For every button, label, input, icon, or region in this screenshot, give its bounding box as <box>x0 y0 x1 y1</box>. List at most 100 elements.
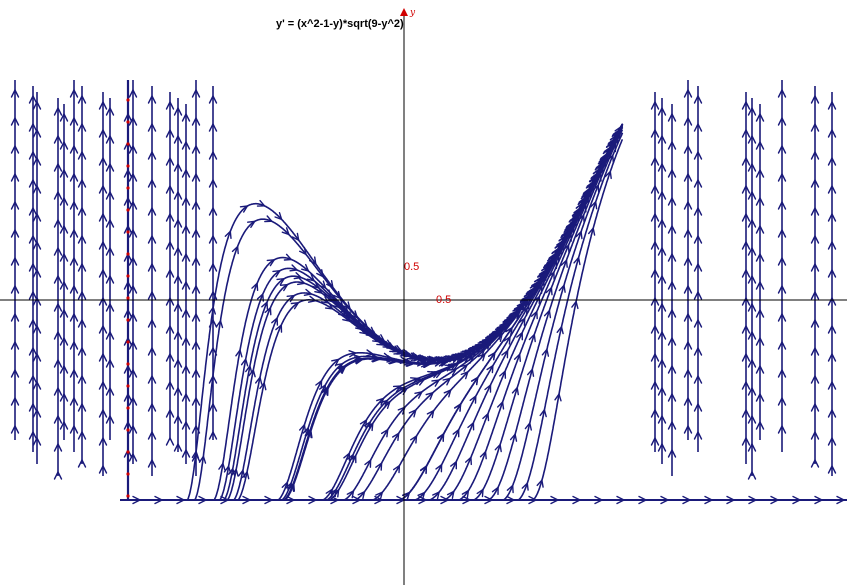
flow-arrowhead <box>191 200 201 210</box>
flow-arrowhead <box>543 309 552 319</box>
flow-arrowhead <box>465 455 472 466</box>
flow-arrowhead <box>191 88 201 98</box>
flow-arrowhead <box>503 335 511 345</box>
initial-value-point <box>126 450 130 454</box>
flow-arrowhead <box>289 264 299 272</box>
y-axis-arrow-icon <box>400 8 408 16</box>
flow-arrowhead <box>173 246 183 256</box>
flow-arrowhead <box>810 402 820 412</box>
flow-arrowhead <box>77 206 87 216</box>
flow-arrowhead <box>667 252 677 262</box>
flow-arrowhead <box>461 489 470 499</box>
flow-arrowhead <box>454 402 462 412</box>
flow-arrowhead <box>462 495 472 505</box>
flow-arrowhead <box>181 140 191 150</box>
flow-arrowhead <box>667 392 677 402</box>
flow-arrowhead <box>381 428 389 438</box>
flow-arrowhead <box>650 296 660 306</box>
flow-arrowhead <box>410 377 420 385</box>
flow-arrowhead <box>683 424 693 434</box>
flow-arrowhead <box>256 199 266 207</box>
flow-arrowhead <box>562 243 570 253</box>
flow-arrowhead <box>810 290 820 300</box>
flow-arrowhead <box>10 396 20 406</box>
flow-arrowhead <box>59 420 69 430</box>
flow-arrowhead <box>69 256 79 266</box>
flow-arrowhead <box>575 230 583 240</box>
flow-arrowhead <box>427 370 437 378</box>
flow-arrowhead <box>181 224 191 234</box>
flow-arrowhead <box>683 172 693 182</box>
flow-arrowhead <box>245 364 253 374</box>
solution-curves <box>186 123 624 501</box>
flow-arrowhead <box>810 458 820 468</box>
flow-arrowhead <box>425 391 435 400</box>
flow-arrowhead <box>650 380 660 390</box>
flow-arrowhead <box>650 128 660 138</box>
flow-arrowhead <box>482 341 492 350</box>
flow-arrowhead <box>657 386 667 396</box>
flow-arrowhead <box>755 196 765 206</box>
flow-arrowhead <box>10 116 20 126</box>
flow-arrowhead <box>704 495 714 505</box>
flow-arrowhead <box>747 106 757 116</box>
flow-arrowhead <box>741 436 751 446</box>
axes <box>0 8 847 585</box>
flow-arrowhead <box>303 288 313 296</box>
flow-arrowhead <box>755 308 765 318</box>
flow-arrowhead <box>239 205 249 213</box>
flow-arrowhead <box>827 324 837 334</box>
flow-arrowhead <box>32 324 42 334</box>
flow-arrowhead <box>528 332 536 343</box>
flow-arrowhead <box>521 481 529 491</box>
flow-arrowhead <box>667 140 677 150</box>
solution-curve <box>223 123 624 501</box>
flow-arrowhead <box>191 312 201 322</box>
flow-arrowhead <box>418 495 428 505</box>
flow-arrowhead <box>69 172 79 182</box>
flow-arrowhead <box>827 156 837 166</box>
flow-arrowhead <box>810 234 820 244</box>
flow-arrowhead <box>827 408 837 418</box>
flow-arrowhead <box>291 232 300 242</box>
flow-arrowhead <box>191 452 201 462</box>
flow-arrowhead <box>181 392 191 402</box>
flow-arrowhead <box>357 490 366 500</box>
flow-arrowhead <box>191 228 201 238</box>
flow-arrowhead <box>365 349 375 357</box>
flow-arrowhead <box>274 212 283 221</box>
flow-arrowhead <box>59 364 69 374</box>
initial-value-point <box>126 274 130 278</box>
flow-arrowhead <box>53 330 63 340</box>
flow-arrowhead <box>147 374 157 384</box>
flow-arrowhead <box>501 349 509 359</box>
flow-arrowhead <box>683 228 693 238</box>
flow-arrowhead <box>459 363 469 372</box>
flow-arrowhead <box>32 268 42 278</box>
flow-arrowhead <box>128 368 138 378</box>
flow-arrowhead <box>32 100 42 110</box>
flow-arrowhead <box>827 380 837 390</box>
flow-arrowhead <box>59 112 69 122</box>
flow-arrowhead <box>650 100 660 110</box>
flow-arrowhead <box>465 356 475 364</box>
flow-arrowhead <box>165 240 175 250</box>
flow-arrowhead <box>173 274 183 284</box>
flow-arrowhead <box>69 88 79 98</box>
flow-arrowhead <box>506 495 516 505</box>
flow-arrowhead <box>165 408 175 418</box>
flow-arrowhead <box>516 331 523 341</box>
flow-arrowhead <box>683 88 693 98</box>
flow-arrowhead <box>375 461 383 471</box>
flow-arrowhead <box>173 190 183 200</box>
flow-arrowhead <box>392 385 403 393</box>
flow-arrowhead <box>827 352 837 362</box>
flow-arrowhead <box>777 116 787 126</box>
flow-arrowhead <box>547 270 555 280</box>
flow-arrowhead <box>53 246 63 256</box>
flow-arrowhead <box>471 376 479 386</box>
flow-arrowhead <box>53 190 63 200</box>
flow-arrowhead <box>147 402 157 412</box>
flow-arrowhead <box>235 348 243 358</box>
flow-arrowhead <box>364 458 372 468</box>
